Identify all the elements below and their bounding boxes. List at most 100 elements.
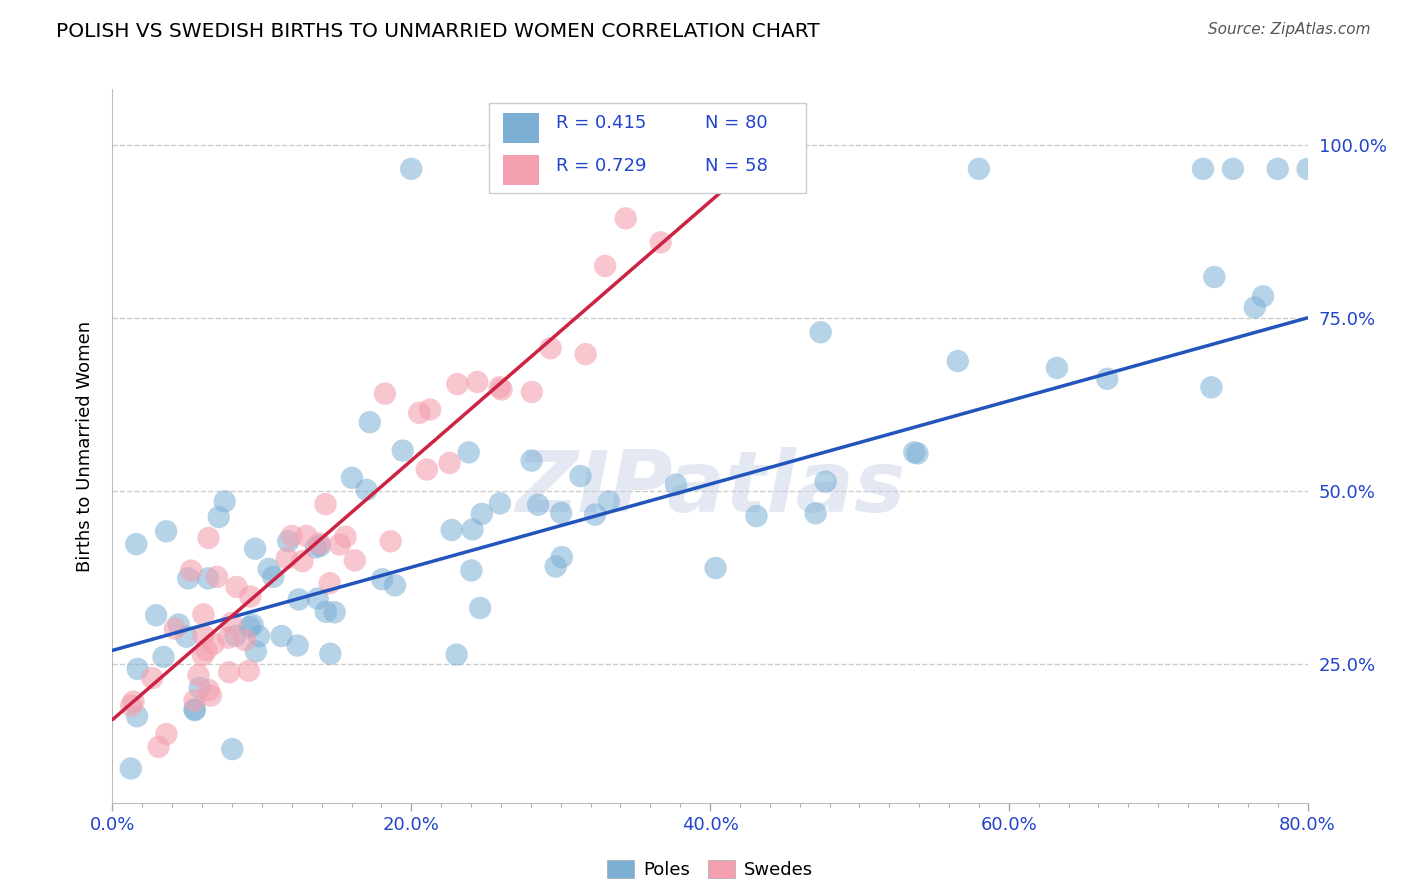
Point: [804, 506, 827, 520]
Point: [287, 592, 309, 607]
Point: [461, 523, 484, 537]
Point: [305, 541, 328, 555]
Point: [205, 570, 228, 584]
Point: [335, 530, 357, 544]
Point: [127, 662, 149, 676]
Point: [276, 551, 298, 566]
Point: [1267, 161, 1289, 176]
Point: [745, 509, 768, 524]
Point: [295, 529, 318, 543]
Point: [218, 665, 240, 680]
Point: [704, 561, 727, 575]
Point: [319, 576, 342, 591]
Point: [127, 709, 149, 723]
Point: [233, 632, 256, 647]
Point: [683, 161, 706, 176]
Point: [221, 616, 243, 631]
Point: [309, 539, 332, 553]
Y-axis label: Births to Unmarried Women: Births to Unmarried Women: [76, 320, 94, 572]
Point: [540, 341, 562, 355]
Point: [122, 694, 145, 708]
Point: [177, 571, 200, 585]
Text: N = 80: N = 80: [706, 114, 768, 132]
Point: [1192, 161, 1215, 176]
Point: [239, 590, 262, 604]
Point: [598, 494, 620, 508]
Point: [125, 537, 148, 551]
Text: R = 0.729: R = 0.729: [555, 157, 647, 175]
Text: ZIPatlas: ZIPatlas: [515, 447, 905, 531]
Point: [315, 497, 337, 511]
Point: [239, 620, 262, 634]
Point: [277, 534, 299, 549]
Point: [575, 347, 598, 361]
Point: [197, 683, 219, 698]
Point: [384, 578, 406, 592]
Point: [188, 681, 211, 695]
Point: [183, 702, 205, 716]
Point: [184, 703, 207, 717]
Point: [614, 211, 637, 226]
Point: [245, 644, 267, 658]
Point: [550, 161, 572, 176]
Point: [308, 536, 330, 550]
Point: [152, 650, 174, 665]
Point: [391, 443, 413, 458]
Point: [665, 477, 688, 491]
Point: [221, 742, 243, 756]
FancyBboxPatch shape: [489, 103, 806, 193]
Text: POLISH VS SWEDISH BIRTHS TO UNMARRIED WOMEN CORRELATION CHART: POLISH VS SWEDISH BIRTHS TO UNMARRIED WO…: [56, 22, 820, 41]
Point: [287, 639, 309, 653]
Point: [520, 453, 543, 467]
Point: [155, 524, 177, 539]
Point: [270, 629, 292, 643]
Point: [200, 689, 222, 703]
Point: [145, 608, 167, 623]
Point: [728, 161, 751, 176]
Point: [191, 648, 214, 662]
Point: [307, 591, 329, 606]
Point: [176, 630, 198, 644]
Point: [257, 562, 280, 576]
Text: Source: ZipAtlas.com: Source: ZipAtlas.com: [1208, 22, 1371, 37]
Point: [1046, 360, 1069, 375]
Point: [446, 648, 468, 662]
Point: [907, 446, 929, 460]
Point: [167, 617, 190, 632]
Point: [1204, 270, 1226, 285]
Point: [491, 383, 513, 397]
Point: [343, 553, 366, 567]
Point: [187, 668, 209, 682]
Point: [120, 762, 142, 776]
Point: [1296, 161, 1319, 176]
Point: [374, 386, 396, 401]
Point: [1243, 301, 1265, 315]
Text: N = 58: N = 58: [706, 157, 768, 175]
Point: [1097, 372, 1119, 386]
Point: [408, 406, 430, 420]
Point: [505, 161, 527, 176]
Point: [439, 456, 461, 470]
Point: [217, 631, 239, 645]
Point: [120, 698, 142, 713]
Point: [946, 354, 969, 368]
Point: [650, 235, 672, 250]
Legend: Poles, Swedes: Poles, Swedes: [600, 853, 820, 887]
Point: [195, 643, 218, 657]
Point: [446, 377, 468, 392]
Point: [208, 510, 231, 524]
Point: [903, 445, 925, 459]
Point: [380, 534, 402, 549]
Point: [440, 523, 463, 537]
Point: [583, 508, 606, 522]
Point: [281, 529, 304, 543]
Point: [416, 462, 439, 476]
Point: [595, 161, 617, 176]
Point: [319, 647, 342, 661]
Point: [243, 541, 266, 556]
Point: [202, 637, 225, 651]
Point: [773, 161, 796, 176]
Point: [810, 325, 832, 339]
Point: [214, 494, 236, 508]
Point: [1251, 289, 1274, 303]
